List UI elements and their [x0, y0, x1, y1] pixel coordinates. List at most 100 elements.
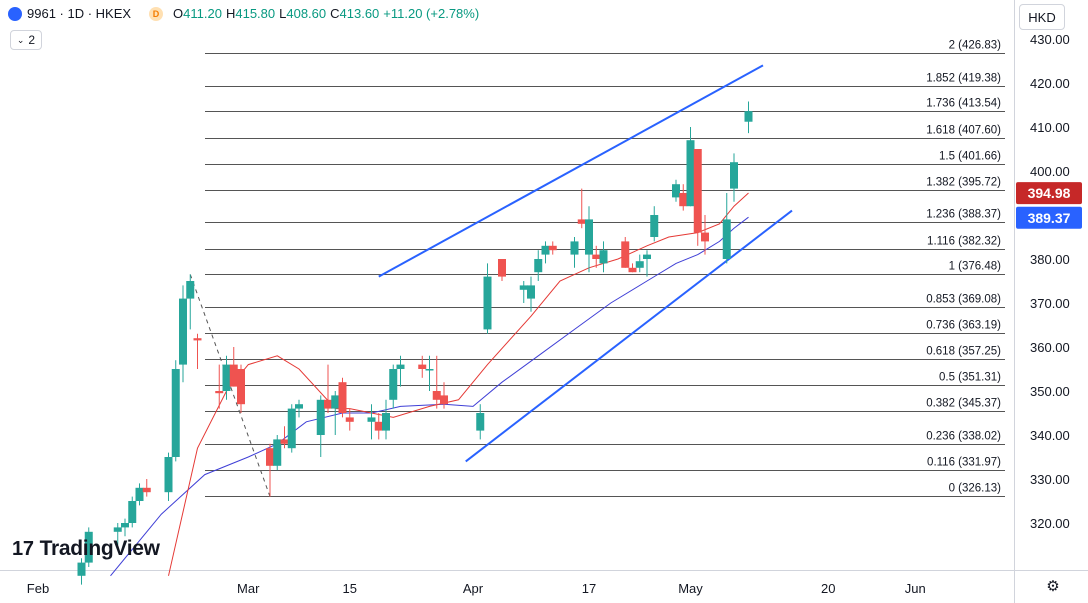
candle-body — [222, 364, 231, 391]
candle — [483, 263, 492, 334]
indicators-count: 2 — [28, 33, 36, 47]
price-label-badge — [1016, 206, 1082, 229]
price-axis-tick-label: 340.00 — [1030, 428, 1070, 443]
fib-level-label: 1.5 (401.66) — [939, 151, 1001, 163]
candle-body — [338, 382, 347, 413]
candle-body — [295, 404, 303, 409]
delayed-data-badge[interactable]: D — [149, 6, 164, 21]
tradingview-logo-icon: 17 — [12, 537, 34, 560]
candle — [672, 179, 680, 202]
candle — [171, 360, 180, 462]
candle — [324, 364, 332, 413]
candle-body — [273, 439, 282, 466]
candle — [730, 153, 738, 202]
candle — [722, 193, 731, 264]
candle-body — [237, 369, 245, 405]
indicators-toggle-button[interactable]: ⌄ 2 — [10, 30, 42, 50]
fib-level-label: 0.382 (345.37) — [926, 398, 1001, 410]
candle — [121, 518, 129, 537]
candle-body — [643, 254, 651, 259]
candle-body — [331, 395, 340, 409]
candle — [280, 426, 289, 449]
candle-body — [483, 276, 492, 330]
fib-level-label: 0.736 (363.19) — [926, 320, 1001, 332]
price-axis-tick-label: 400.00 — [1030, 164, 1070, 179]
candle — [113, 523, 122, 545]
candle-body — [679, 193, 688, 207]
candle-body — [280, 439, 289, 444]
price-axis-tick-label: 410.00 — [1030, 120, 1070, 135]
ohlc-low: L408.60 — [279, 6, 327, 21]
moving-average-slow-line — [110, 216, 749, 577]
moving-average-fast-line — [168, 192, 749, 576]
candle — [345, 408, 354, 431]
fib-level-label: 1.382 (395.72) — [926, 177, 1001, 189]
candle-body — [186, 281, 195, 299]
candle — [193, 333, 202, 369]
candle-body — [701, 232, 709, 242]
ohlc-high: H415.80 — [225, 6, 276, 21]
candle — [628, 263, 637, 273]
candle-body — [193, 338, 202, 341]
candle-body — [722, 219, 731, 259]
channel-upper-trendline — [378, 64, 764, 278]
time-axis-tick-label: Apr — [463, 581, 484, 596]
brand-name: TradingView — [39, 537, 160, 560]
candle — [635, 254, 644, 273]
candle — [273, 435, 282, 471]
candle-body — [686, 140, 695, 207]
time-axis-tick-label: 20 — [821, 581, 835, 596]
time-axis-tick-label: 15 — [343, 581, 357, 596]
ohlc-change: +11.20 (+2.78%) — [383, 6, 480, 21]
candle — [418, 355, 427, 378]
symbol-title[interactable]: 9961 · 1D · HKEX — [27, 6, 132, 21]
candle-body — [164, 457, 173, 493]
price-axis-tick-label: 430.00 — [1030, 32, 1070, 47]
candle — [374, 413, 383, 440]
candle — [142, 479, 151, 497]
ohlc-open: O411.20 — [173, 6, 222, 21]
candle — [693, 149, 702, 246]
candle-body — [135, 487, 144, 501]
time-axis-tick-label: Jun — [905, 581, 926, 596]
candle — [229, 347, 238, 387]
tradingview-logo[interactable]: 17 TradingView — [12, 537, 160, 561]
candle-body — [367, 417, 376, 422]
candle-body — [396, 364, 405, 369]
candle-body — [440, 395, 448, 405]
candle — [266, 443, 274, 497]
candle — [577, 188, 586, 229]
price-label-value: 389.37 — [1028, 210, 1071, 226]
candle — [316, 395, 325, 457]
candle — [389, 364, 398, 409]
fib-level-label: 0 (326.13) — [949, 483, 1002, 495]
candle — [592, 245, 601, 268]
candle-body — [548, 245, 557, 251]
candle-body — [389, 369, 398, 400]
candle — [338, 377, 347, 418]
candle-body — [672, 184, 680, 198]
price-axis-tick-label: 360.00 — [1030, 340, 1070, 355]
candle — [179, 285, 187, 383]
price-axis-tick-label: 370.00 — [1030, 296, 1070, 311]
price-label-value: 394.98 — [1028, 185, 1071, 201]
candle-body — [570, 241, 579, 255]
price-axis-tick-label: 330.00 — [1030, 472, 1070, 487]
candle-body — [635, 261, 644, 268]
candle — [432, 355, 441, 409]
candle-body — [476, 413, 485, 431]
candle — [396, 355, 405, 387]
candle-body — [693, 149, 702, 233]
currency-button[interactable]: HKD — [1019, 4, 1065, 30]
candle — [440, 382, 448, 409]
candle-body — [585, 219, 593, 255]
candle-body — [171, 369, 180, 457]
candle — [128, 496, 137, 528]
settings-gear-icon[interactable]: ⚙ — [1046, 578, 1060, 595]
candle-body — [179, 298, 187, 365]
candle-body — [534, 259, 543, 273]
candle-body — [730, 162, 738, 189]
fib-level-label: 0.116 (331.97) — [927, 457, 1001, 469]
fib-level-label: 0.618 (357.25) — [926, 346, 1001, 358]
